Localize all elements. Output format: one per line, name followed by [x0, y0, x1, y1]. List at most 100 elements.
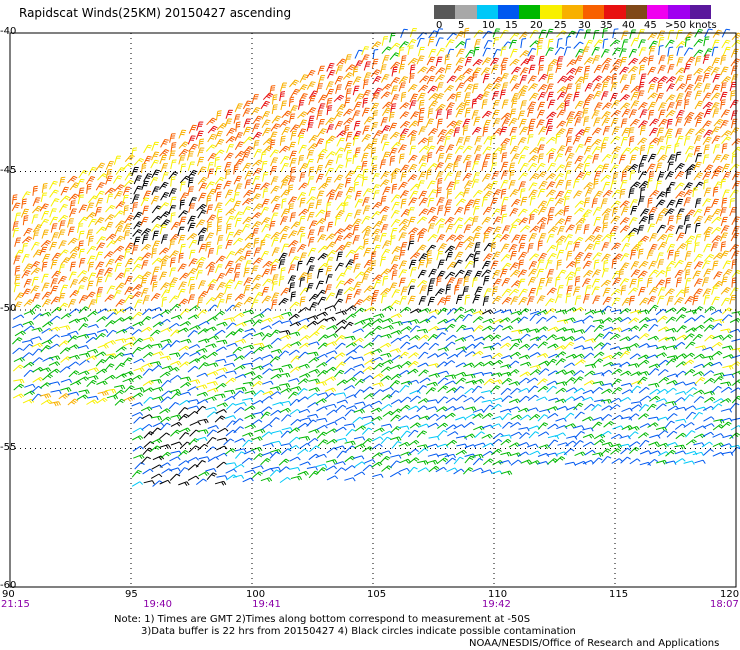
wind-barb [409, 335, 421, 341]
wind-barb [417, 444, 429, 449]
wind-barb [334, 235, 344, 244]
wind-barb [131, 411, 144, 417]
wind-barb [665, 76, 677, 84]
wind-barb [114, 398, 126, 406]
wind-barb [729, 198, 736, 208]
wind-barb [685, 164, 697, 172]
wind-barb [481, 161, 488, 171]
wind-barb [572, 286, 581, 296]
wind-barb [565, 241, 573, 251]
wind-barb [639, 155, 648, 165]
wind-barb [464, 294, 470, 305]
wind-barb [205, 181, 215, 190]
wind-barb [22, 215, 29, 226]
wind-barb [639, 395, 652, 402]
wind-barb [418, 369, 429, 377]
wind-barb [315, 381, 328, 386]
wind-barb [665, 387, 677, 394]
wind-barb [252, 471, 263, 479]
wind-barb [196, 121, 204, 131]
wind-barb [609, 65, 620, 74]
wind-barb [215, 191, 222, 202]
wind-barb [344, 477, 356, 482]
wind-barb [702, 346, 714, 351]
wind-barb [695, 117, 703, 128]
wind-barb [582, 99, 591, 109]
wind-barb [426, 145, 436, 154]
wind-barb [243, 319, 256, 324]
wind-barb [611, 146, 621, 155]
wind-barb [363, 247, 372, 257]
wind-barb [344, 423, 356, 428]
wind-barb [362, 317, 374, 323]
wind-barb [630, 261, 640, 270]
wind-barb [272, 367, 284, 373]
wind-barb [170, 176, 176, 187]
wind-barb [621, 108, 631, 118]
wind-barb [730, 387, 740, 394]
wind-barb [482, 412, 494, 420]
wind-barb [445, 251, 453, 262]
wind-barb [656, 388, 669, 395]
wind-barb [308, 220, 318, 230]
wind-barb [582, 346, 594, 351]
wind-barb [233, 328, 244, 336]
wind-barb [188, 344, 201, 349]
wind-barb [290, 341, 302, 347]
wind-barb [428, 215, 438, 224]
wind-barb [254, 428, 266, 434]
wind-barb [456, 48, 465, 58]
wind-barb [336, 137, 345, 147]
wind-barb [592, 207, 602, 216]
wind-barb [490, 403, 502, 411]
wind-barb [657, 76, 668, 84]
wind-barb [417, 92, 426, 102]
wind-barb [408, 73, 415, 83]
wind-barb [143, 431, 154, 439]
wind-barb [675, 190, 686, 199]
wind-barb [510, 198, 521, 207]
wind-barb [481, 433, 493, 439]
wind-barb [179, 192, 189, 201]
wind-barb [352, 76, 362, 86]
wind-barb [279, 82, 288, 92]
wind-barb [391, 321, 403, 326]
wind-barb [720, 99, 726, 110]
wind-barb [353, 281, 362, 291]
wind-barb [416, 55, 425, 65]
wind-barb [418, 190, 428, 200]
wind-barb [490, 334, 502, 342]
wind-barb [252, 411, 264, 417]
wind-barb [141, 162, 147, 174]
wind-barb [131, 329, 143, 336]
wind-barb [159, 408, 171, 415]
wind-barb [674, 450, 687, 455]
wind-barb [575, 48, 585, 58]
wind-barb [270, 409, 282, 416]
wind-barb [692, 371, 705, 377]
colorbar-label: 15 [505, 20, 518, 31]
wind-barb [472, 371, 485, 376]
wind-barb [518, 407, 530, 413]
wind-barb [601, 163, 610, 173]
wind-barb [77, 345, 89, 350]
wind-barb [353, 408, 366, 414]
wind-barb [674, 259, 684, 268]
wind-barb [720, 297, 731, 307]
wind-barb [720, 443, 733, 448]
colorbar-labels: 0 5 10 15 20 25 30 35 40 45 >50 knots [0, 20, 740, 34]
wind-barb [501, 277, 511, 287]
wind-barb [325, 459, 338, 464]
wind-barb [655, 403, 667, 410]
wind-barb [675, 353, 687, 359]
wind-barb [436, 251, 443, 261]
wind-barb [445, 102, 455, 111]
wind-barb [574, 257, 581, 268]
wind-barb [600, 174, 611, 182]
wind-barb [418, 145, 430, 153]
wind-barb [676, 232, 685, 242]
wind-barb [629, 146, 640, 154]
wind-barb [12, 364, 24, 372]
wind-barb [133, 236, 141, 247]
wind-barb [436, 197, 445, 207]
